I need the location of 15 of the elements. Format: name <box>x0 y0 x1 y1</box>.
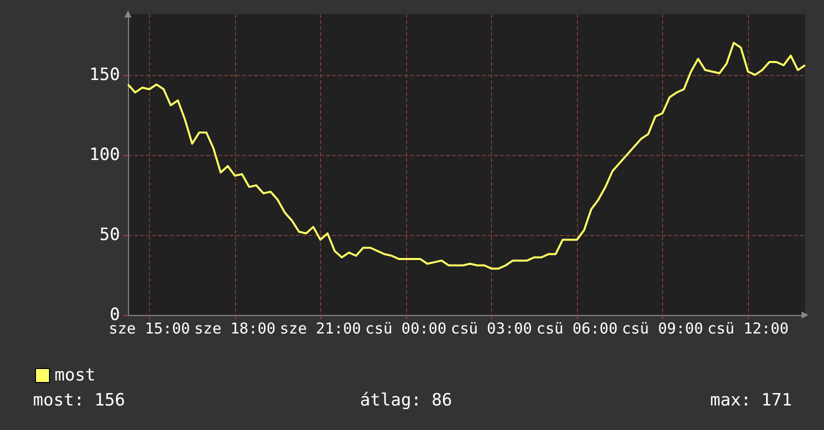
x-tick-label: csü 00:00 <box>365 320 447 338</box>
y-tick-label: 150 <box>89 64 120 85</box>
text: max: 171 <box>710 390 792 410</box>
text: most: 156 <box>33 390 126 410</box>
text: átlag: 86 <box>360 390 452 410</box>
x-tick-label: sze 18:00 <box>194 320 276 338</box>
x-tick-label: sze 21:00 <box>280 320 362 338</box>
legend-label: most <box>54 366 96 386</box>
x-tick-label: csü 06:00 <box>536 320 618 338</box>
y-tick-label: 50 <box>100 224 120 245</box>
x-tick-label: csü 09:00 <box>622 320 704 338</box>
x-tick-label: csü 12:00 <box>707 320 789 338</box>
line-series <box>127 42 806 270</box>
y-tick-label: 100 <box>89 144 120 165</box>
x-tick-label: csü 03:00 <box>450 320 532 338</box>
